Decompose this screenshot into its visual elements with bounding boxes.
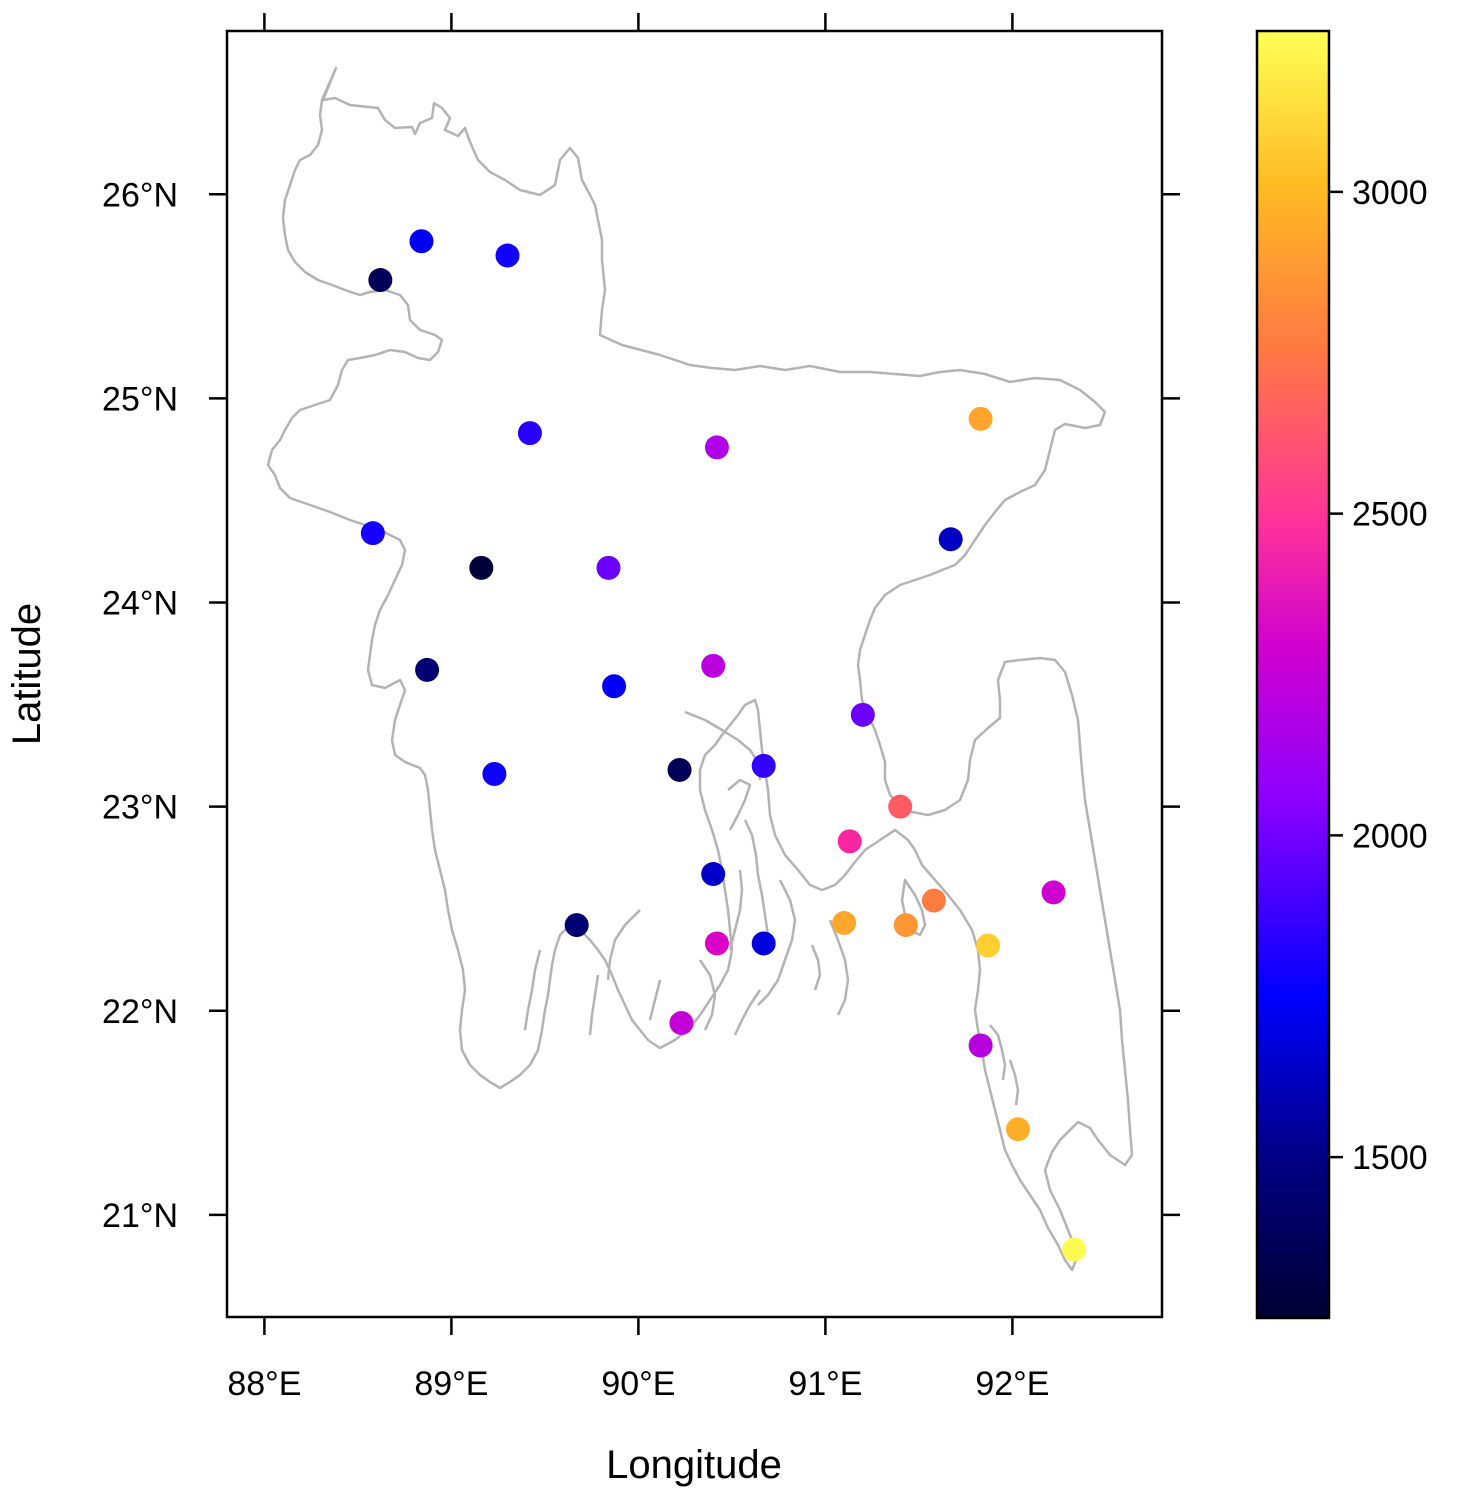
station-point: [482, 762, 507, 787]
colorbar-tick-label: 2500: [1352, 496, 1428, 534]
y-tick-label: 23°N: [102, 789, 178, 827]
y-tick-label: 21°N: [102, 1197, 178, 1235]
x-tick-label: 90°E: [601, 1365, 675, 1403]
station-point: [564, 913, 589, 938]
station-point: [751, 753, 776, 778]
station-point: [596, 555, 621, 580]
station-point: [968, 1033, 993, 1058]
station-point: [850, 702, 875, 727]
station-point: [669, 1011, 694, 1036]
station-point: [704, 435, 729, 460]
station-point: [888, 794, 913, 819]
station-point: [968, 406, 993, 431]
station-point: [938, 527, 963, 552]
x-axis-title: Longitude: [606, 1443, 782, 1487]
station-point: [409, 229, 434, 254]
station-point: [751, 931, 776, 956]
x-tick-label: 88°E: [227, 1365, 301, 1403]
station-point: [495, 243, 520, 268]
station-point: [602, 674, 627, 699]
station-point: [1041, 880, 1066, 905]
station-point: [368, 268, 393, 293]
colorbar-ticks: 1500 2000 2500 3000: [1329, 174, 1428, 1177]
y-tick-label: 25°N: [102, 380, 178, 418]
y-tick-label: 26°N: [102, 176, 178, 214]
station-point: [832, 911, 857, 936]
colorbar-tick-label: 2000: [1352, 817, 1428, 855]
station-point: [1062, 1237, 1087, 1262]
station-point: [701, 653, 726, 678]
station-points: [360, 229, 1087, 1262]
station-point: [893, 913, 918, 938]
station-point: [667, 757, 692, 782]
station-point: [360, 521, 385, 546]
y-tick-label: 24°N: [102, 585, 178, 623]
colorbar-tick-label: 1500: [1352, 1139, 1428, 1177]
station-point: [517, 421, 542, 446]
station-point: [701, 862, 726, 887]
colorbar: [1255, 29, 1331, 1320]
x-tick-label: 89°E: [414, 1365, 488, 1403]
x-tick-label: 92°E: [975, 1365, 1049, 1403]
axis-ticks: [209, 13, 1180, 1335]
station-point: [415, 657, 440, 682]
plot-frame: [225, 29, 1164, 1319]
station-point: [976, 933, 1001, 958]
x-tick-label: 91°E: [788, 1365, 862, 1403]
station-point: [921, 888, 946, 913]
station-point: [469, 555, 494, 580]
y-tick-label: 22°N: [102, 993, 178, 1031]
axis-tick-labels: 88°E 89°E 90°E 91°E 92°E 21°N 22°N 23°N 24°N 25°N…: [102, 176, 1049, 1403]
colorbar-tick-label: 3000: [1352, 174, 1428, 212]
station-point: [704, 931, 729, 956]
station-point: [837, 829, 862, 854]
country-outline: [266, 66, 1134, 1272]
station-point: [1006, 1117, 1031, 1142]
y-axis-title: Latitude: [5, 603, 49, 745]
